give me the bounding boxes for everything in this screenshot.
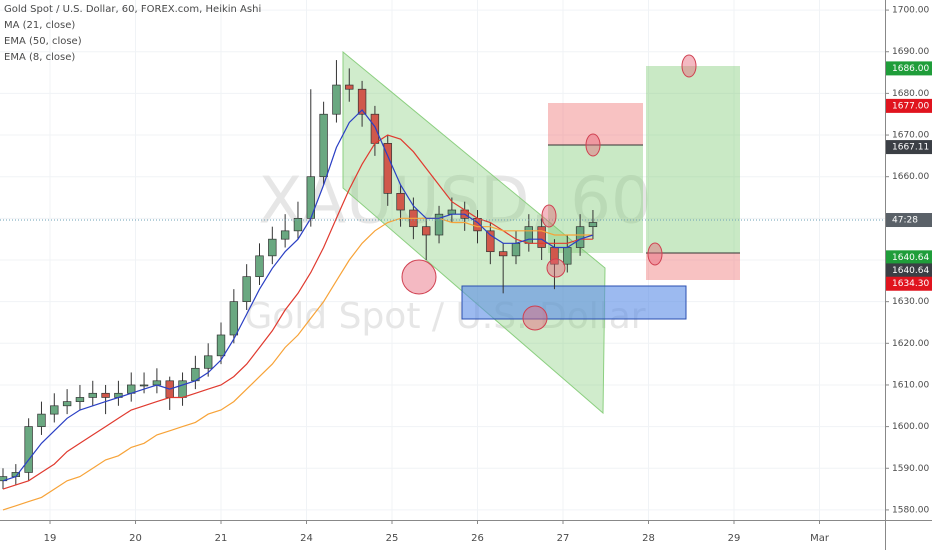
x-tick-label: 20 xyxy=(129,533,142,544)
legend-title: Gold Spot / U.S. Dollar, 60, FOREX.com, … xyxy=(4,4,261,15)
legend: Gold Spot / U.S. Dollar, 60, FOREX.com, … xyxy=(4,4,261,63)
candle-body xyxy=(447,209,457,215)
candle-body xyxy=(101,392,110,398)
axes: 1700.001690.001680.001670.001660.001650.… xyxy=(44,6,932,544)
candle-body xyxy=(319,113,328,178)
price-tag-label: 47:28 xyxy=(892,216,918,226)
circle xyxy=(546,258,566,278)
y-tick-label: 1630.00 xyxy=(892,297,929,307)
legend-entry: EMA (8, close) xyxy=(4,52,75,63)
candle-body xyxy=(203,355,213,369)
circle xyxy=(585,133,601,157)
indicator-line xyxy=(2,217,593,511)
price-tag-label: 1640.64 xyxy=(892,253,929,263)
candle-body xyxy=(524,226,534,244)
candle-body xyxy=(588,222,598,228)
y-tick-label: 1590.00 xyxy=(892,464,929,474)
candle-body xyxy=(370,113,380,144)
x-tick-label: 26 xyxy=(471,533,484,544)
candle-body xyxy=(486,230,495,253)
legend-entry: EMA (50, close) xyxy=(4,36,82,47)
x-tick-label: Mar xyxy=(810,533,830,544)
y-tick-label: 1580.00 xyxy=(892,505,929,515)
price-tag-label: 1686.00 xyxy=(892,64,929,74)
time-axis xyxy=(0,520,932,550)
support-box xyxy=(461,285,687,320)
candle-body xyxy=(139,384,149,387)
target-zone xyxy=(548,145,643,253)
candle-body xyxy=(152,380,162,386)
candle-body xyxy=(498,251,508,257)
candle-body xyxy=(268,238,277,257)
candle-body xyxy=(255,255,264,278)
candle-body xyxy=(345,84,354,90)
candle-body xyxy=(396,193,405,211)
candle-body xyxy=(62,401,72,407)
price-tag-label: 1677.00 xyxy=(892,101,929,111)
candle-body xyxy=(332,84,341,115)
circle xyxy=(647,242,663,266)
candle-body xyxy=(50,405,59,415)
target-zone xyxy=(646,66,740,253)
price-tag xyxy=(886,61,932,76)
legend-entry: MA (21, close) xyxy=(4,20,75,31)
circle xyxy=(541,204,557,228)
price-tag-label: 1634.30 xyxy=(892,279,929,289)
plot xyxy=(0,60,885,511)
x-tick-label: 27 xyxy=(557,533,570,544)
y-tick-label: 1680.00 xyxy=(892,89,929,99)
indicator-line xyxy=(2,134,593,490)
x-tick-label: 29 xyxy=(728,533,741,544)
candle-body xyxy=(434,213,444,236)
candle-body xyxy=(37,413,46,427)
price-tag-label: 1667.11 xyxy=(892,143,929,153)
y-tick-label: 1610.00 xyxy=(892,380,929,390)
y-tick-label: 1660.00 xyxy=(892,172,929,182)
circle xyxy=(401,259,437,295)
candle-body xyxy=(88,392,97,398)
price-tag xyxy=(886,140,932,155)
candle-body xyxy=(216,334,226,357)
y-tick-label: 1620.00 xyxy=(892,339,929,349)
candle-body xyxy=(511,242,521,257)
candle-body xyxy=(537,226,546,248)
price-tag xyxy=(886,263,932,278)
x-tick-label: 25 xyxy=(386,533,399,544)
price-tag-label: 1640.64 xyxy=(892,266,929,276)
circle xyxy=(522,305,548,331)
price-tag xyxy=(886,250,932,265)
candle-body xyxy=(575,226,585,248)
grid xyxy=(0,0,885,520)
y-tick-label: 1600.00 xyxy=(892,422,929,432)
candle-body xyxy=(422,226,431,236)
candle-body xyxy=(383,143,392,194)
candle-body xyxy=(75,397,85,402)
x-tick-label: 21 xyxy=(215,533,228,544)
y-tick-label: 1700.00 xyxy=(892,6,929,16)
candle-body xyxy=(563,247,572,265)
x-tick-label: 24 xyxy=(300,533,313,544)
y-tick-label: 1670.00 xyxy=(892,131,929,141)
price-tag xyxy=(886,98,932,113)
stop-zone xyxy=(548,103,643,145)
x-tick-label: 28 xyxy=(642,533,655,544)
annotations xyxy=(401,54,697,331)
price-tag xyxy=(886,276,932,291)
price-tag xyxy=(886,213,932,228)
y-tick-label: 1690.00 xyxy=(892,47,929,57)
candle-body xyxy=(357,88,367,115)
candle-body xyxy=(280,230,290,240)
candle-body xyxy=(24,426,33,473)
candle-body xyxy=(178,380,187,398)
channel xyxy=(342,50,606,415)
indicator-line xyxy=(2,109,594,482)
candle-body xyxy=(242,276,251,303)
candle-body xyxy=(229,301,239,336)
x-tick-label: 19 xyxy=(44,533,57,544)
circle xyxy=(681,54,697,78)
candle-body xyxy=(293,217,303,232)
